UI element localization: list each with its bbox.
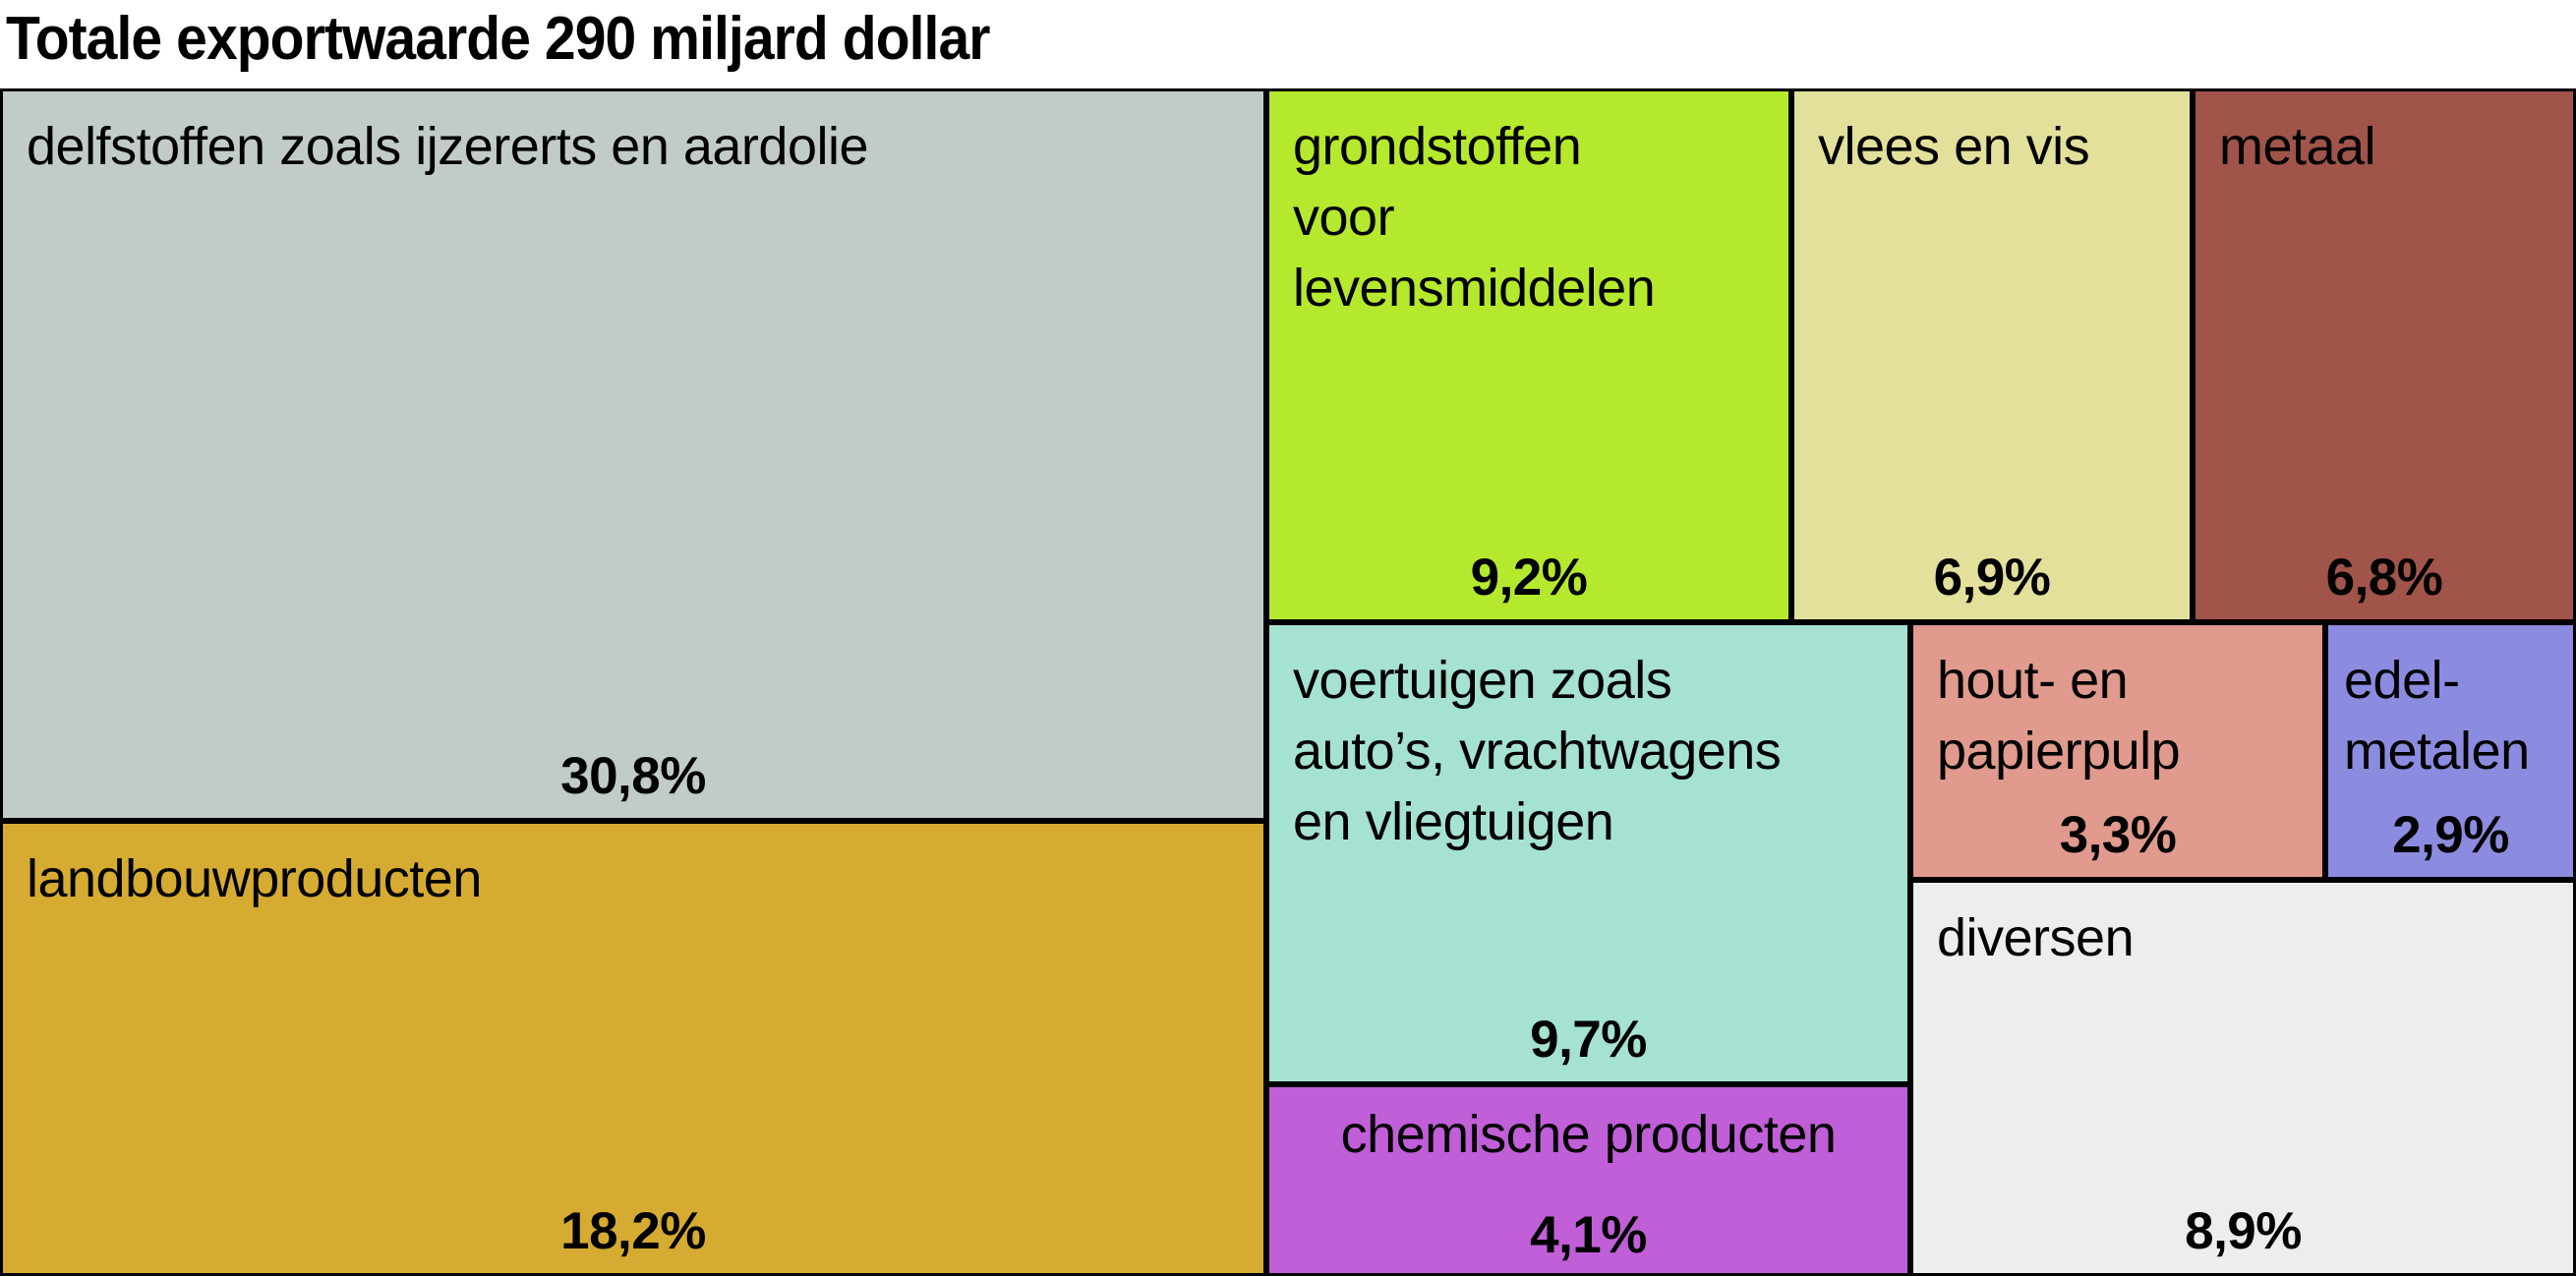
treemap-block-metaal: metaal 6,8%: [2193, 88, 2576, 622]
block-percent: 3,3%: [2059, 806, 2177, 864]
treemap-block-voertuigen: voertuigen zoals auto’s, vrachtwagens en…: [1266, 622, 1910, 1084]
block-label: delfstoffen zoals ijzererts en aardolie: [27, 117, 869, 176]
block-label: landbouwproducten: [27, 849, 482, 908]
block-percent: 8,9%: [2185, 1202, 2302, 1260]
treemap-block-diversen: diversen 8,9%: [1910, 880, 2576, 1276]
block-label: hout- en papierpulp: [1937, 651, 2181, 781]
treemap-area: delfstoffen zoals ijzererts en aardolie …: [0, 88, 2576, 1276]
block-label: voertuigen zoals auto’s, vrachtwagens en…: [1293, 651, 1782, 851]
treemap-block-edelmetalen: edel- metalen 2,9%: [2325, 622, 2576, 880]
block-percent: 9,7%: [1530, 1011, 1647, 1069]
block-label: grondstoffen voor levensmiddelen: [1293, 117, 1656, 318]
block-label: diversen: [1937, 908, 2135, 967]
treemap-block-delfstoffen: delfstoffen zoals ijzererts en aardolie …: [0, 88, 1266, 821]
block-percent: 6,8%: [2325, 549, 2443, 607]
treemap-block-chemische-producten: chemische producten 4,1%: [1266, 1084, 1910, 1276]
block-percent: 9,2%: [1470, 549, 1588, 607]
block-percent: 18,2%: [560, 1202, 706, 1260]
treemap-block-vlees-en-vis: vlees en vis 6,9%: [1791, 88, 2193, 622]
block-label: vlees en vis: [1818, 117, 2090, 176]
block-label: chemische producten: [1340, 1105, 1837, 1164]
block-label: edel- metalen: [2344, 651, 2530, 781]
block-percent: 6,9%: [1933, 549, 2051, 607]
block-percent: 2,9%: [2392, 806, 2509, 864]
treemap-block-grondstoffen-voor-levensmiddelen: grondstoffen voor levensmiddelen 9,2%: [1266, 88, 1791, 622]
treemap-block-landbouwproducten: landbouwproducten 18,2%: [0, 821, 1266, 1276]
treemap-block-hout-en-papierpulp: hout- en papierpulp 3,3%: [1910, 622, 2325, 880]
block-percent: 30,8%: [560, 747, 706, 805]
block-percent: 4,1%: [1530, 1206, 1647, 1264]
block-label: metaal: [2219, 117, 2376, 176]
chart-title: Totale exportwaarde 290 miljard dollar: [6, 5, 990, 73]
